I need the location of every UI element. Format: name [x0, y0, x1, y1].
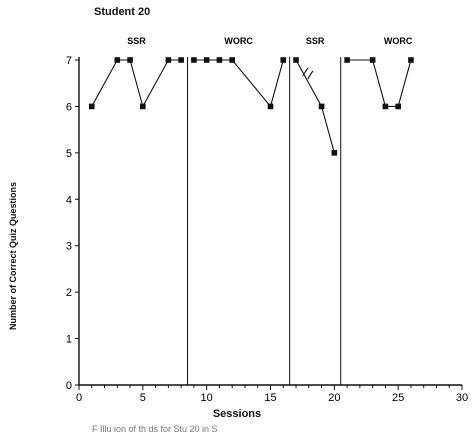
phase-label: WORC — [224, 36, 253, 46]
data-point — [344, 57, 350, 63]
series-line — [295, 59, 335, 154]
series-line — [347, 59, 412, 107]
break-slash — [302, 67, 309, 77]
data-series — [91, 59, 412, 154]
phase-labels: SSR WORC SSR WORC — [127, 36, 413, 46]
data-point — [229, 57, 235, 63]
data-point — [203, 57, 210, 63]
data-point — [165, 57, 172, 63]
break-marker — [302, 67, 314, 80]
y-tick-label: 7 — [66, 55, 72, 67]
y-tick-label: 0 — [66, 380, 72, 392]
data-point — [127, 57, 133, 63]
data-markers — [88, 57, 414, 156]
chart-title: Student 20 — [94, 6, 151, 18]
y-ticks: 0 1 2 3 4 5 6 7 — [66, 55, 79, 392]
y-tick-label: 4 — [66, 194, 72, 206]
y-tick-label: 5 — [66, 148, 72, 160]
data-point — [395, 103, 401, 110]
x-tick-label: 20 — [328, 392, 340, 404]
y-axis-label: Number of Correct Quiz Questions — [8, 181, 18, 330]
phase-label: SSR — [127, 36, 146, 46]
y-tick-label: 3 — [66, 241, 72, 253]
x-tick-label: 0 — [76, 392, 82, 404]
data-point — [178, 57, 184, 63]
x-tick-label: 25 — [392, 392, 404, 404]
phase-change-lines — [187, 57, 342, 385]
phase-label: WORC — [384, 36, 413, 46]
data-point — [88, 103, 95, 110]
x-axis-label: Sessions — [212, 408, 262, 420]
x-tick-label: 30 — [456, 392, 468, 404]
x-tick-label: 5 — [140, 392, 146, 404]
data-point — [191, 57, 197, 63]
data-point — [331, 150, 338, 156]
data-point — [382, 103, 389, 110]
data-point — [408, 57, 414, 63]
x-tick-label: 15 — [264, 392, 276, 404]
data-point — [280, 57, 287, 63]
break-slash — [307, 70, 314, 80]
data-point — [293, 57, 299, 63]
series-line — [91, 59, 182, 108]
x-ticks: 0 5 10 15 20 25 30 — [76, 385, 468, 404]
series-line — [193, 59, 284, 108]
data-point — [140, 103, 146, 110]
x-tick-label: 10 — [201, 392, 213, 404]
data-point — [318, 103, 325, 110]
data-point — [216, 57, 223, 63]
data-point — [114, 57, 121, 63]
y-tick-label: 1 — [66, 334, 72, 346]
y-tick-label: 2 — [66, 287, 72, 299]
phase-label: SSR — [306, 36, 325, 46]
figure-caption: F Illu ion of th ds for Stu 20 in S — [92, 424, 218, 434]
data-point — [369, 57, 376, 63]
y-tick-label: 6 — [66, 101, 72, 113]
data-point — [267, 103, 274, 110]
